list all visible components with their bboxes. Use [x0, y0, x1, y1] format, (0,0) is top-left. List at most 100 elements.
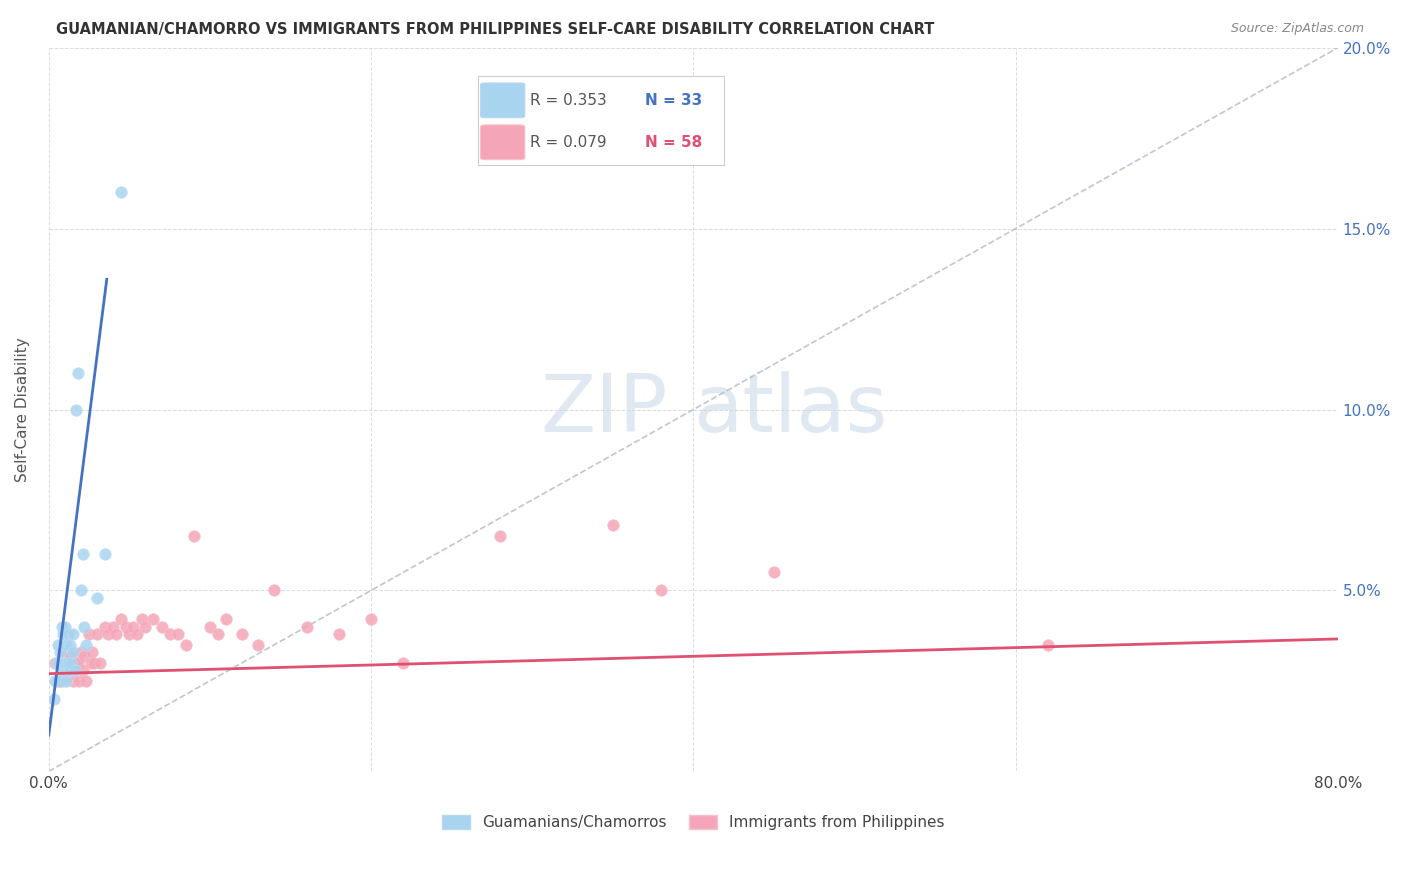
Point — [65, 656, 87, 670]
Point — [51, 620, 73, 634]
Point — [53, 656, 76, 670]
Point — [198, 620, 221, 634]
Point — [762, 566, 785, 580]
Point — [489, 529, 512, 543]
Point — [82, 645, 104, 659]
Point — [70, 583, 93, 598]
Point — [45, 656, 67, 670]
Point — [174, 638, 197, 652]
Point — [97, 627, 120, 641]
Point — [56, 656, 79, 670]
Point — [55, 673, 77, 688]
Point — [53, 620, 76, 634]
Point — [63, 663, 86, 677]
Point — [59, 638, 82, 652]
Text: atlas: atlas — [693, 370, 887, 449]
Point — [62, 645, 84, 659]
Point — [103, 620, 125, 634]
Point — [48, 638, 70, 652]
Point — [45, 656, 67, 670]
Point — [650, 583, 672, 598]
Point — [392, 656, 415, 670]
Point — [159, 627, 181, 641]
Point — [49, 656, 72, 670]
Point — [42, 692, 65, 706]
Text: Source: ZipAtlas.com: Source: ZipAtlas.com — [1230, 22, 1364, 36]
Point — [94, 547, 117, 561]
Point — [94, 620, 117, 634]
Point — [62, 627, 84, 641]
Point — [56, 627, 79, 641]
Point — [134, 620, 156, 634]
Point — [73, 620, 96, 634]
Text: N = 33: N = 33 — [645, 93, 703, 108]
Point — [295, 620, 318, 634]
Point — [142, 612, 165, 626]
Point — [263, 583, 285, 598]
Point — [360, 612, 382, 626]
Point — [70, 645, 93, 659]
Point — [89, 656, 111, 670]
Point — [63, 663, 86, 677]
Point — [166, 627, 188, 641]
Point — [53, 656, 76, 670]
Point — [60, 656, 83, 670]
Point — [51, 663, 73, 677]
Point — [86, 627, 108, 641]
Point — [66, 367, 89, 381]
Point — [105, 627, 128, 641]
Point — [83, 656, 105, 670]
Point — [77, 627, 100, 641]
Point — [247, 638, 270, 652]
Point — [51, 673, 73, 688]
Point — [62, 673, 84, 688]
Legend: Guamanians/Chamorros, Immigrants from Philippines: Guamanians/Chamorros, Immigrants from Ph… — [436, 809, 950, 836]
Point — [127, 627, 149, 641]
Point — [55, 663, 77, 677]
Point — [52, 648, 75, 663]
Point — [59, 663, 82, 677]
Point — [72, 663, 94, 677]
Point — [86, 591, 108, 605]
Point — [59, 656, 82, 670]
Text: R = 0.079: R = 0.079 — [530, 135, 606, 150]
Point — [60, 648, 83, 663]
Point — [66, 656, 89, 670]
Point — [73, 648, 96, 663]
Point — [131, 612, 153, 626]
Point — [49, 645, 72, 659]
Point — [44, 673, 66, 688]
Point — [55, 638, 77, 652]
FancyBboxPatch shape — [481, 83, 524, 118]
Point — [215, 612, 238, 626]
Point — [79, 656, 101, 670]
Point — [110, 612, 132, 626]
Point — [44, 656, 66, 670]
Point — [75, 638, 97, 652]
Point — [52, 627, 75, 641]
Point — [150, 620, 173, 634]
Point — [75, 673, 97, 688]
FancyBboxPatch shape — [481, 125, 524, 160]
Text: GUAMANIAN/CHAMORRO VS IMMIGRANTS FROM PHILIPPINES SELF-CARE DISABILITY CORRELATI: GUAMANIAN/CHAMORRO VS IMMIGRANTS FROM PH… — [56, 22, 935, 37]
Point — [1036, 638, 1059, 652]
Point — [328, 627, 350, 641]
Point — [52, 656, 75, 670]
Point — [53, 638, 76, 652]
Point — [65, 402, 87, 417]
Point — [183, 529, 205, 543]
Point — [121, 620, 143, 634]
Point — [207, 627, 229, 641]
Point — [118, 627, 141, 641]
Text: R = 0.353: R = 0.353 — [530, 93, 606, 108]
Point — [67, 673, 90, 688]
Point — [115, 620, 138, 634]
Point — [49, 673, 72, 688]
Point — [602, 518, 624, 533]
Text: ZIP: ZIP — [540, 370, 668, 449]
Point — [231, 627, 253, 641]
Point — [48, 656, 70, 670]
Point — [48, 673, 70, 688]
Point — [56, 645, 79, 659]
Text: N = 58: N = 58 — [645, 135, 703, 150]
